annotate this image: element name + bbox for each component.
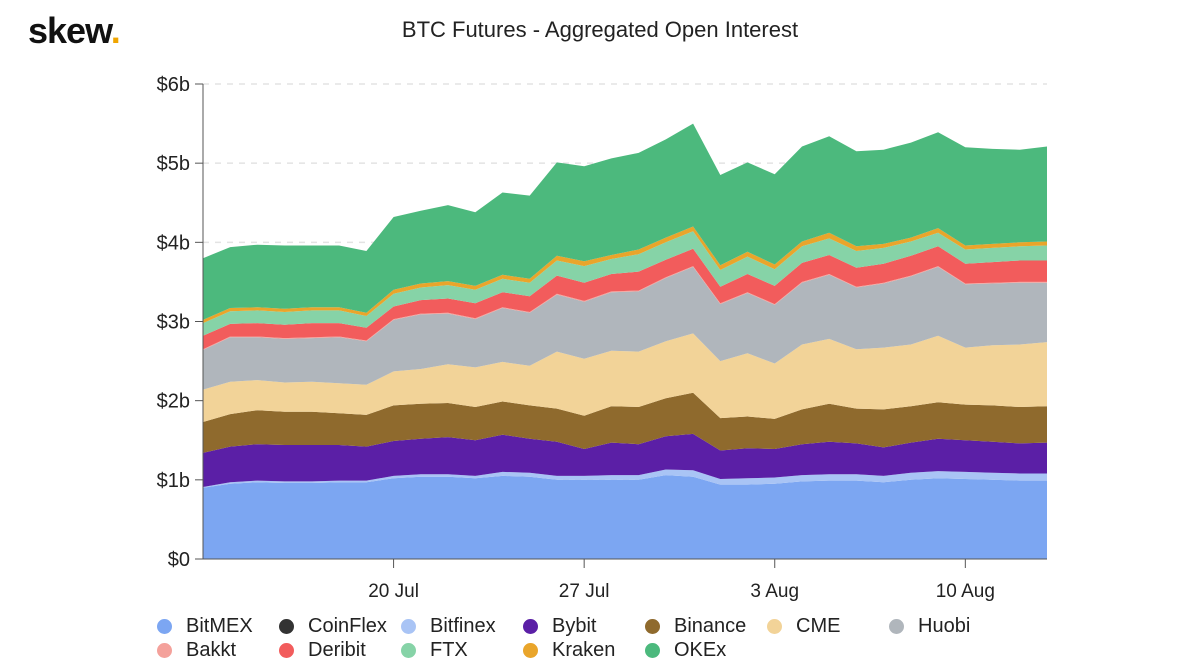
y-tick-label: $3b [157,312,190,334]
x-tick-label: 20 Jul [368,581,419,602]
legend-swatch [279,619,294,634]
legend-item-kraken[interactable]: Kraken [523,639,615,662]
legend-swatch [645,619,660,634]
y-tick-label: $6b [157,74,190,96]
legend-item-bitmex[interactable]: BitMEX [157,615,253,638]
legend-label: FTX [430,639,468,661]
area-huobi [203,266,1047,390]
chart-title: BTC Futures - Aggregated Open Interest [401,17,799,42]
area-ftx [203,231,1047,336]
legend-swatch [767,619,782,634]
area-bitfinex [203,469,1047,488]
y-tick-label: $0 [168,549,190,571]
legend-swatch [401,643,416,658]
chart-areas [203,123,1047,559]
legend-label: Bybit [552,615,597,637]
x-tick-label: 10 Aug [936,581,995,602]
legend-swatch [157,619,172,634]
legend-swatch [523,619,538,634]
legend-label: BitMEX [186,615,253,637]
legend-item-bitfinex[interactable]: Bitfinex [401,615,496,638]
y-tick-label: $5b [157,153,190,175]
open-interest-chart: $0 $1b $2b $3b $4b $5b $6b 20 Jul 27 Jul 3 Aug 10 … [157,74,1047,602]
area-bybit [203,433,1047,487]
legend-swatch [279,643,294,658]
legend-swatch [523,643,538,658]
chart-axes: $0 $1b $2b $3b $4b $5b $6b 20 Jul 27 Jul 3 Aug 10 … [157,74,1047,602]
legend-item-coinflex[interactable]: CoinFlex [279,615,387,638]
legend-label: OKEx [674,639,727,661]
legend-swatch [157,643,172,658]
legend-item-deribit[interactable]: Deribit [279,639,366,662]
legend-label: Deribit [308,639,366,661]
legend-label: CoinFlex [308,615,387,637]
x-tick-label: 3 Aug [750,581,799,602]
legend-label: Kraken [552,639,616,661]
legend-swatch [889,619,904,634]
y-tick-label: $2b [157,391,190,413]
legend-item-bybit[interactable]: Bybit [523,615,596,638]
legend-swatch [645,643,660,658]
legend-item-okex[interactable]: OKEx [645,639,726,662]
area-cme [203,333,1047,422]
area-bitmex [203,475,1047,559]
legend-item-huobi[interactable]: Huobi [889,615,970,638]
legend-item-ftx[interactable]: FTX [401,639,468,662]
area-binance [203,392,1047,453]
area-okex [203,123,1047,320]
legend-item-binance[interactable]: Binance [645,615,746,638]
y-tick-label: $4b [157,232,190,254]
legend-label: CME [796,615,841,637]
area-deribit [203,246,1047,350]
legend-label: Bitfinex [430,615,496,637]
legend-item-bakkt[interactable]: Bakkt [157,639,236,662]
legend-label: Huobi [918,615,971,637]
y-tick-label: $1b [157,470,190,492]
x-tick-label: 27 Jul [559,581,610,602]
skew-logo: skew. [28,10,121,51]
legend-swatch [401,619,416,634]
legend-label: Binance [674,615,747,637]
legend-item-cme[interactable]: CME [767,615,840,638]
legend-label: Bakkt [186,639,237,661]
